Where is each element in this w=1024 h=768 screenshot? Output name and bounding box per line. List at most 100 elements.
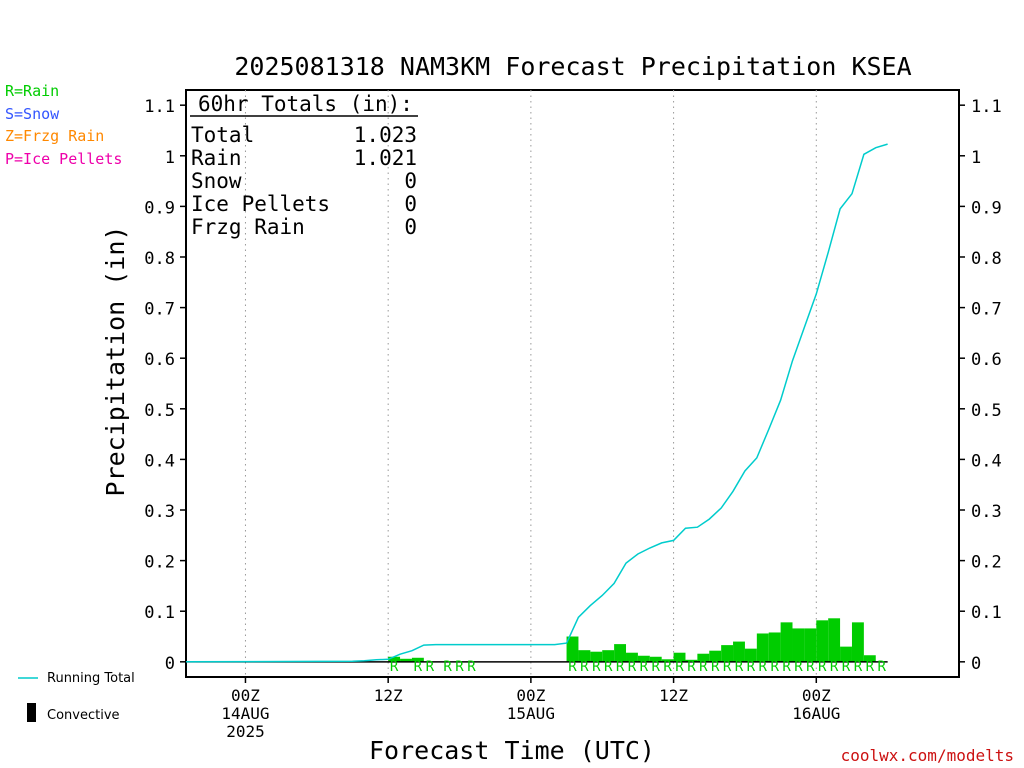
rain-bar-8 — [626, 652, 638, 662]
rain-bar-9 — [637, 655, 650, 662]
x-tick-label-2-1: 15AUG — [507, 704, 555, 723]
ptype-marker-1: R — [414, 659, 423, 675]
y-tick-label-right-10: 1 — [971, 148, 981, 168]
rain-bar-22 — [792, 628, 805, 662]
convective-legend-label: Convective — [47, 708, 120, 723]
ptype-marker-32: R — [877, 659, 886, 675]
x-tick-label-0-0: 00Z — [231, 686, 260, 705]
x-tick-label-0-2: 2025 — [226, 722, 265, 741]
ptype-marker-11: R — [628, 659, 637, 675]
y-tick-label-left-4: 0.4 — [144, 451, 175, 471]
x-tick-label-0-1: 14AUG — [221, 704, 269, 723]
rain-bar-27 — [851, 622, 864, 662]
totals-snow-name: Snow — [191, 169, 242, 193]
ptype-marker-19: R — [723, 659, 732, 675]
rain-bar-28 — [863, 655, 876, 662]
totals-rain-value: 1.021 — [354, 146, 417, 170]
y-tick-label-left-9: 0.9 — [144, 198, 175, 218]
y-tick-label-right-3: 0.3 — [971, 502, 1002, 522]
y-tick-label-right-2: 0.2 — [971, 553, 1002, 573]
ptype-marker-22: R — [759, 659, 768, 675]
ptype-marker-14: R — [663, 659, 672, 675]
rain-bar-17 — [733, 641, 745, 662]
legend-snow: S=Snow — [5, 105, 60, 123]
rain-bar-0 — [388, 656, 401, 662]
rain-bar-14 — [697, 653, 710, 662]
ptype-marker-17: R — [699, 659, 708, 675]
rain-bar-26 — [840, 646, 852, 662]
rain-bar-20 — [768, 632, 781, 662]
ptype-marker-20: R — [735, 659, 744, 675]
totals-total-name: Total — [191, 123, 254, 147]
totals-rain-name: Rain — [191, 146, 242, 170]
y-tick-label-left-0: 0 — [165, 654, 175, 674]
x-tick-label-4-0: 00Z — [802, 686, 831, 705]
y-tick-label-right-1: 0.1 — [971, 603, 1002, 623]
totals-ice-pellets-value: 0 — [404, 192, 417, 216]
x-tick-label-2-0: 00Z — [516, 686, 545, 705]
ptype-marker-2: R — [426, 659, 435, 675]
grid-lines — [244, 90, 817, 677]
totals-header: 60hr Totals (in): — [198, 92, 413, 116]
running-total-line — [185, 143, 888, 663]
y-tick-label-left-6: 0.6 — [144, 350, 175, 370]
y-tick-label-left-2: 0.2 — [144, 553, 175, 573]
y-tick-label-right-0: 0 — [971, 654, 981, 674]
ptype-marker-12: R — [640, 659, 649, 675]
totals-frzg-rain-name: Frzg Rain — [191, 215, 305, 239]
legend-rain: R=Rain — [5, 82, 59, 100]
ptype-marker-16: R — [687, 659, 696, 675]
legend-ice-pellets: P=Ice Pellets — [5, 150, 122, 168]
ptype-marker-24: R — [782, 659, 791, 675]
ptype-marker-7: R — [580, 659, 589, 675]
y-axis: 0 00.1 0.10.2 0.20.3 0.30.4 0.40.5 0.50.6 0.60.… — [144, 97, 1001, 674]
rain-bar-16 — [721, 645, 734, 662]
ptype-marker-21: R — [747, 659, 756, 675]
running-total-series — [185, 143, 888, 663]
y-tick-label-right-7: 0.7 — [971, 300, 1002, 320]
ptype-marker-4: R — [455, 659, 464, 675]
series-legend: Running Total Convective — [18, 671, 135, 723]
totals-snow-value: 0 — [404, 169, 417, 193]
ptype-marker-15: R — [675, 659, 684, 675]
totals-frzg-rain-value: 0 — [404, 215, 417, 239]
ptype-marker-26: R — [806, 659, 815, 675]
ptype-marker-8: R — [592, 659, 601, 675]
y-tick-label-right-6: 0.6 — [971, 350, 1002, 370]
totals-total-value: 1.023 — [354, 123, 417, 147]
convective-swatch — [27, 703, 36, 722]
rain-bar-3 — [566, 636, 579, 662]
y-tick-label-right-8: 0.8 — [971, 249, 1002, 269]
ptype-marker-27: R — [818, 659, 827, 675]
ptype-marker-18: R — [711, 659, 720, 675]
ptype-marker-29: R — [842, 659, 851, 675]
totals-box: 60hr Totals (in): Total 1.023 Rain 1.021… — [190, 92, 418, 239]
ptype-marker-28: R — [830, 659, 839, 675]
y-tick-label-left-1: 0.1 — [144, 603, 175, 623]
ptype-marker-6: R — [568, 659, 577, 675]
ptype-marker-0: R — [390, 659, 399, 675]
x-tick-label-3-0: 12Z — [659, 686, 688, 705]
y-tick-label-right-5: 0.5 — [971, 401, 1002, 421]
rain-bar-5 — [590, 651, 603, 662]
rain-bar-2 — [411, 657, 424, 662]
rain-bar-18 — [744, 648, 757, 662]
rain-bar-19 — [756, 633, 769, 662]
rain-bar-21 — [780, 622, 793, 662]
rain-bar-10 — [649, 656, 662, 662]
chart-title: 2025081318 NAM3KM Forecast Precipitation… — [234, 52, 911, 81]
y-tick-label-left-8: 0.8 — [144, 249, 175, 269]
rain-bar-24 — [816, 620, 829, 662]
ptype-marker-9: R — [604, 659, 613, 675]
ptype-marker-23: R — [770, 659, 779, 675]
x-tick-label-1-0: 12Z — [374, 686, 403, 705]
ptype-marker-25: R — [794, 659, 803, 675]
ptype-marker-31: R — [866, 659, 875, 675]
y-tick-label-right-11: 1.1 — [971, 97, 1002, 117]
y-tick-label-left-5: 0.5 — [144, 401, 175, 421]
totals-ice-pellets-name: Ice Pellets — [191, 192, 330, 216]
rain-bar-7 — [614, 644, 627, 662]
ptype-legend: R=Rain S=Snow Z=Frzg Rain P=Ice Pellets — [5, 82, 122, 168]
